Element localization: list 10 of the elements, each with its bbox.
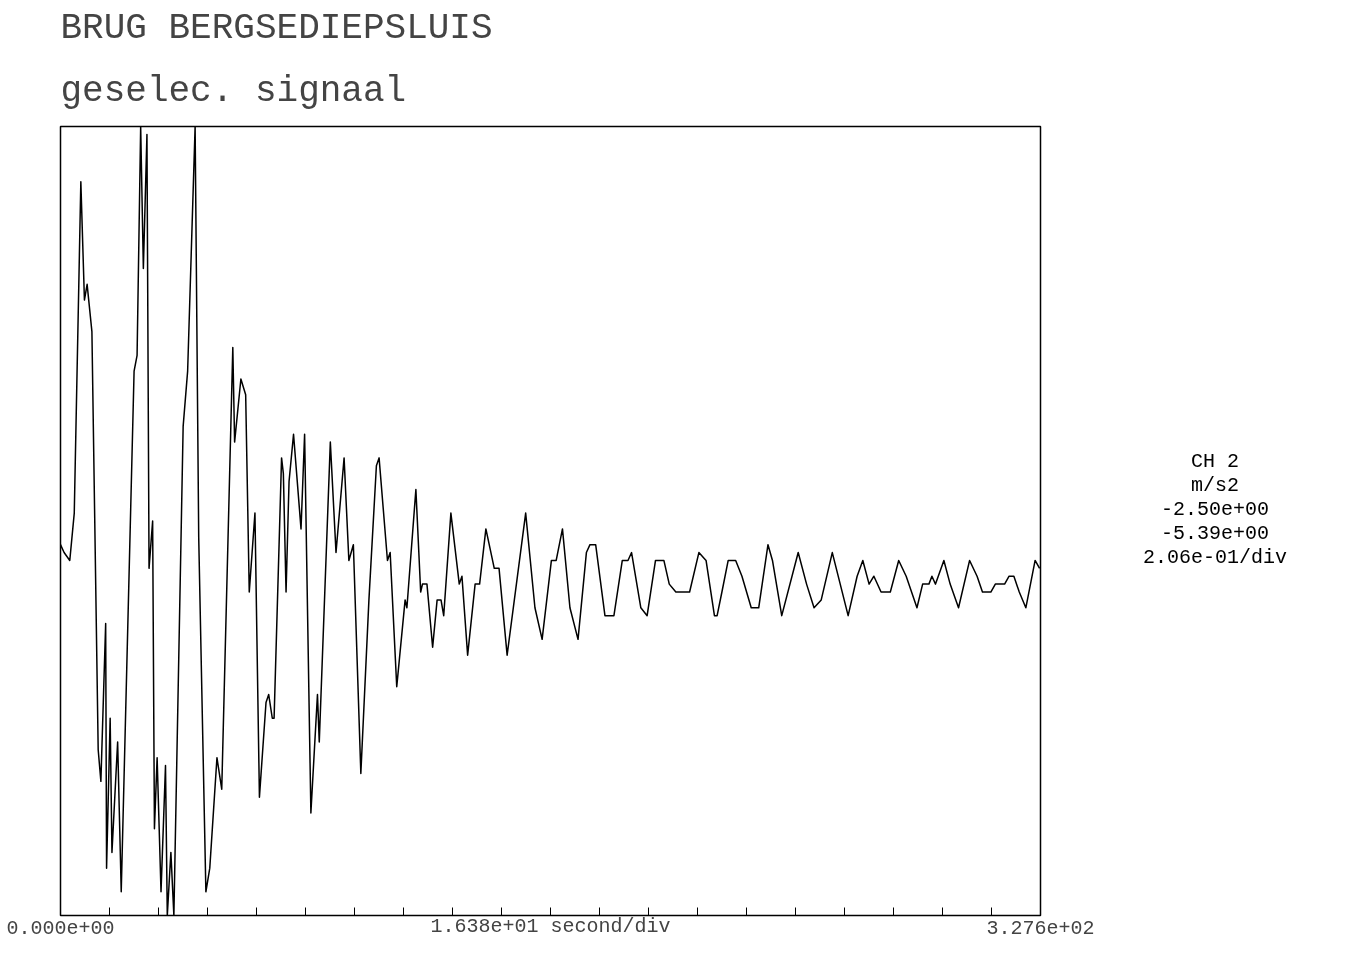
text: CH 2 [1190, 450, 1240, 474]
chart-subtitle: geselec. signaal [60, 70, 407, 112]
chart-title: BRUG BERGSEDIEPSLUIS [60, 7, 493, 49]
x-axis-title: 1.638e+01 second/div [430, 914, 671, 938]
x-tick-label: 3.276e+02 [986, 916, 1095, 940]
text: -2.50e+00 [1160, 498, 1270, 522]
x-tick-label: 0.000e+00 [6, 916, 115, 940]
text: -5.39e+00 [1160, 522, 1270, 546]
text: m/s2 [1190, 474, 1240, 498]
text: 2.06e-01/div [1142, 546, 1288, 570]
